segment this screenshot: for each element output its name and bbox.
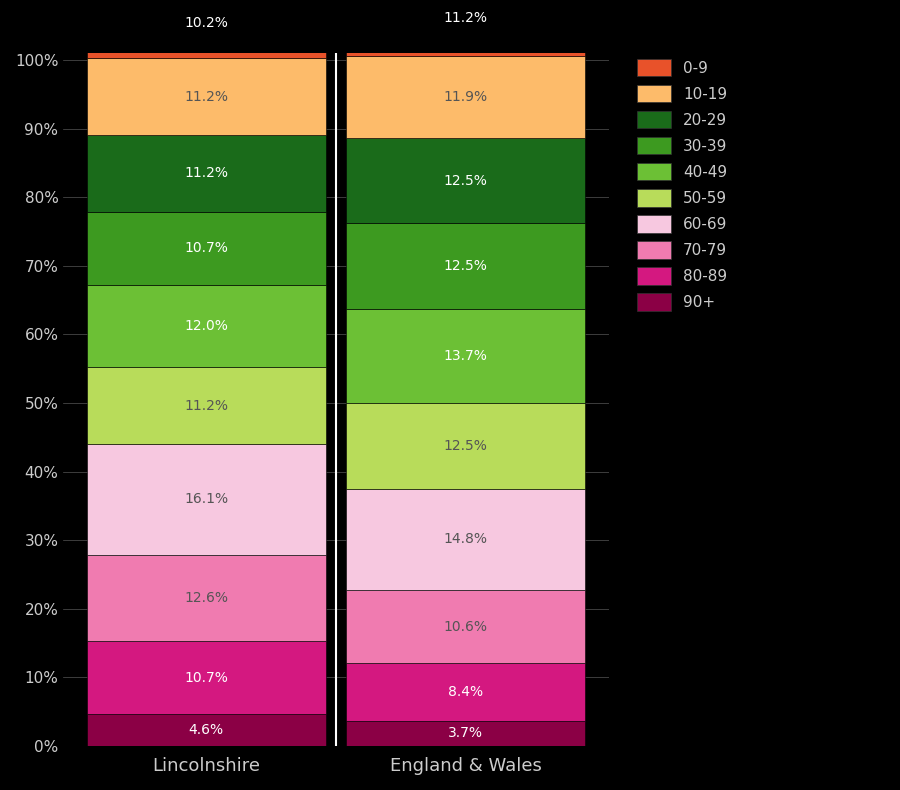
Bar <box>86 135 326 212</box>
Text: 12.5%: 12.5% <box>444 259 488 273</box>
Text: 14.8%: 14.8% <box>444 532 488 547</box>
Bar <box>86 714 326 746</box>
Bar <box>346 590 585 663</box>
Bar <box>86 367 326 444</box>
Text: 11.2%: 11.2% <box>184 399 229 413</box>
Bar <box>86 285 326 367</box>
Text: 12.6%: 12.6% <box>184 591 229 605</box>
Bar <box>346 137 585 224</box>
Text: 10.6%: 10.6% <box>444 619 488 634</box>
Bar <box>346 309 585 403</box>
Text: 16.1%: 16.1% <box>184 492 229 506</box>
Bar <box>86 444 326 555</box>
Text: 13.7%: 13.7% <box>444 349 488 363</box>
Text: 8.4%: 8.4% <box>448 685 483 698</box>
Bar <box>346 0 585 56</box>
Text: 3.7%: 3.7% <box>448 726 483 740</box>
Text: 12.5%: 12.5% <box>444 174 488 187</box>
Bar <box>346 224 585 309</box>
Bar <box>346 489 585 590</box>
Text: 11.9%: 11.9% <box>444 90 488 103</box>
Text: 10.7%: 10.7% <box>184 242 228 255</box>
Bar <box>346 403 585 489</box>
Bar <box>86 555 326 641</box>
Bar <box>86 212 326 285</box>
Bar <box>86 58 326 135</box>
Text: 12.0%: 12.0% <box>184 319 228 333</box>
Bar <box>346 663 585 720</box>
Text: 11.2%: 11.2% <box>184 89 229 103</box>
Bar <box>346 720 585 746</box>
Text: 11.2%: 11.2% <box>184 167 229 180</box>
Text: 4.6%: 4.6% <box>189 723 224 737</box>
Text: 10.2%: 10.2% <box>184 16 228 30</box>
Legend: 0-9, 10-19, 20-29, 30-39, 40-49, 50-59, 60-69, 70-79, 80-89, 90+: 0-9, 10-19, 20-29, 30-39, 40-49, 50-59, … <box>633 54 732 315</box>
Bar <box>86 641 326 714</box>
Text: 10.7%: 10.7% <box>184 671 228 685</box>
Bar <box>346 56 585 137</box>
Text: 11.2%: 11.2% <box>444 10 488 24</box>
Text: 12.5%: 12.5% <box>444 439 488 453</box>
Bar <box>86 0 326 58</box>
